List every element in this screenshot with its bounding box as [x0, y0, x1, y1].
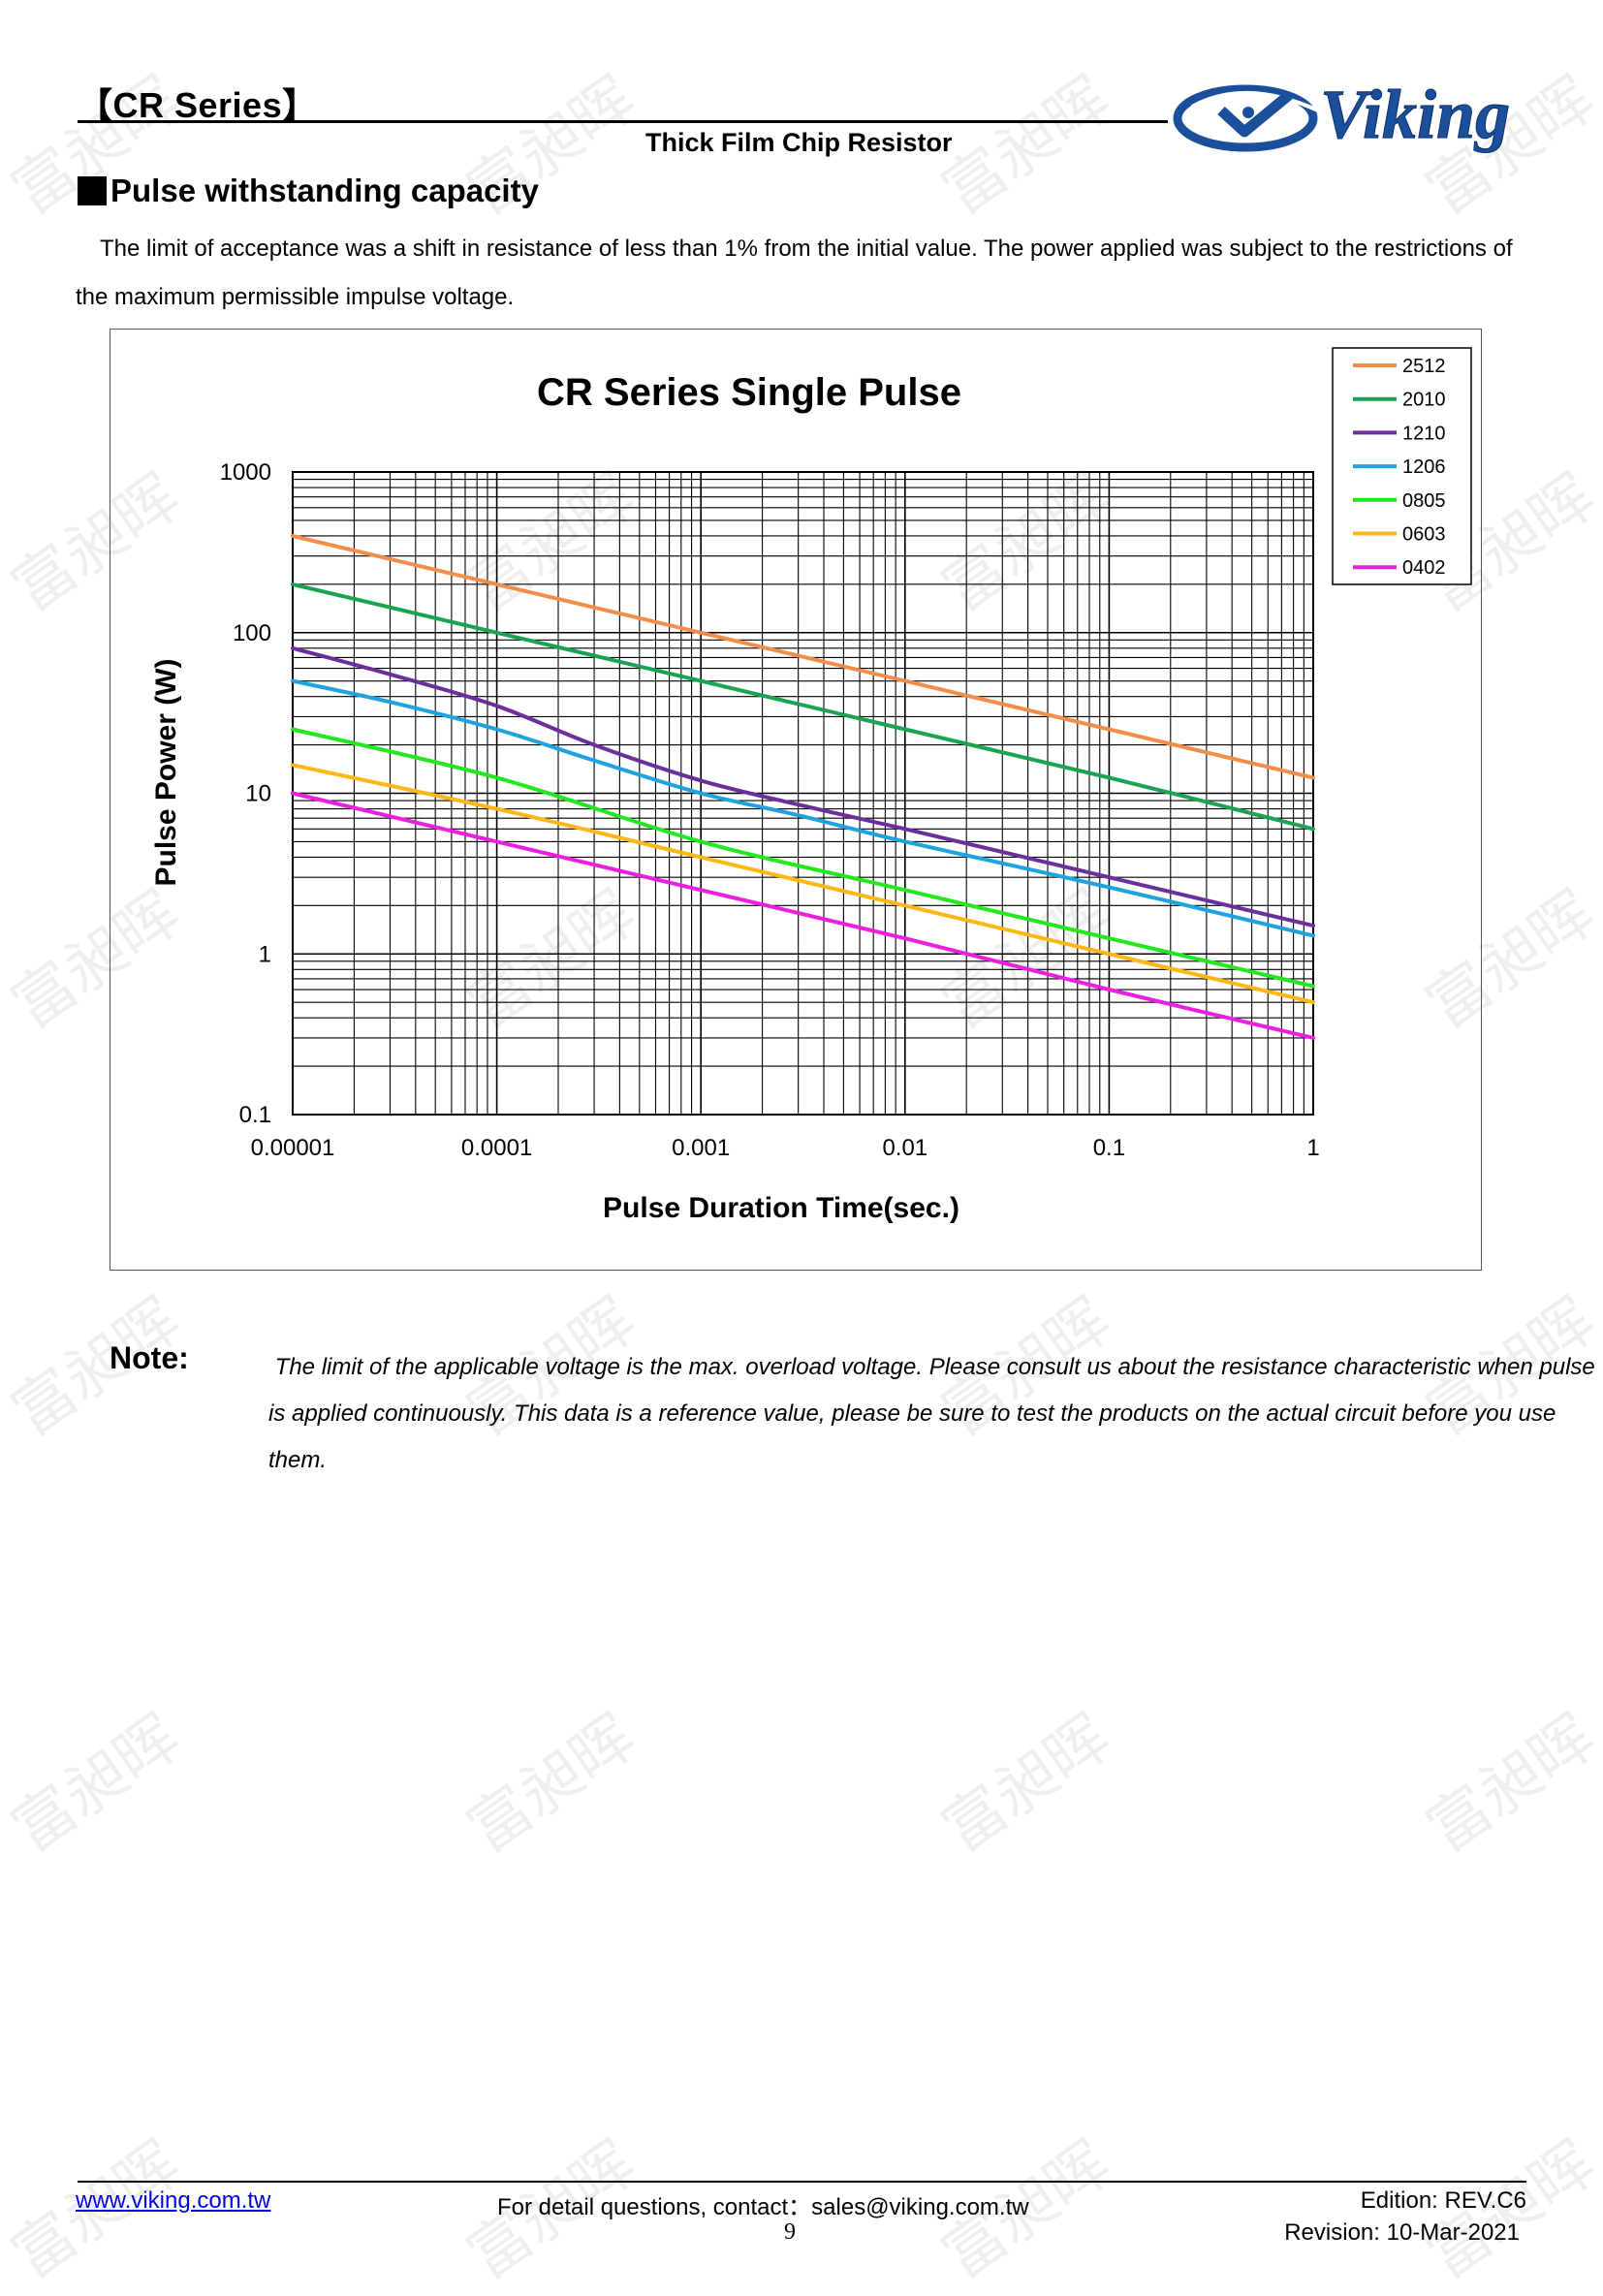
chart-legend: 2512 2010 1210 1206 0805 0603 0402 [1332, 347, 1472, 585]
section-bullet-icon [78, 176, 107, 205]
series-line-2010 [291, 582, 1315, 832]
x-tick-label: 0.00001 [251, 1135, 335, 1161]
y-tick-label: 0.1 [239, 1102, 271, 1128]
x-tick-label: 1 [1306, 1135, 1319, 1161]
pulse-chart: CR Series Single Pulse Pulse Duration Ti… [150, 347, 1472, 1224]
edition-label: Edition: REV.C6 [1360, 2187, 1526, 2214]
viking-logo: Viking [1173, 76, 1511, 154]
logo-wordmark: Viking [1320, 76, 1510, 153]
y-tick-label: 1000 [220, 459, 271, 486]
y-axis-label: Pulse Power (W) [150, 658, 182, 886]
chart-frame [110, 329, 1482, 1271]
chart-title: CR Series Single Pulse [537, 371, 961, 414]
x-tick-label: 0.001 [672, 1135, 730, 1161]
chart-grid [292, 472, 1313, 1116]
note-text: The limit of the applicable voltage is t… [189, 1344, 1603, 1484]
legend-label-2010: 2010 [1402, 390, 1446, 411]
chart-series [291, 534, 1315, 1040]
y-tick-label: 100 [233, 620, 271, 646]
header-divider [78, 120, 1168, 123]
series-line-1206 [291, 678, 1315, 938]
series-title: 【CR Series】 [78, 85, 318, 125]
website-link[interactable]: www.viking.com.tw [76, 2187, 271, 2214]
watermark-text: 富昶晖 [1414, 1701, 1603, 1868]
x-axis-ticks: 0.00001 0.0001 0.001 0.01 0.1 1 [251, 1135, 1320, 1161]
footer-divider [78, 2181, 1526, 2183]
section-title: Pulse withstanding capacity [78, 173, 539, 209]
x-axis-label: Pulse Duration Time(sec.) [603, 1192, 959, 1224]
series-line-0402 [291, 791, 1315, 1040]
revision-label: Revision: 10-Mar-2021 [1284, 2219, 1520, 2246]
header-subtitle: Thick Film Chip Resistor [645, 128, 953, 157]
section-title-text: Pulse withstanding capacity [110, 173, 539, 208]
series-line-1210 [291, 645, 1315, 928]
x-tick-label: 0.0001 [461, 1135, 532, 1161]
intro-paragraph: The limit of acceptance was a shift in r… [76, 236, 1513, 310]
y-tick-label: 10 [245, 781, 271, 807]
legend-label-0805: 0805 [1402, 490, 1446, 512]
legend-label-1206: 1206 [1402, 456, 1446, 478]
eye-icon [1173, 84, 1319, 152]
y-tick-label: 1 [259, 941, 271, 967]
note-body: The limit of the applicable voltage is t… [268, 1354, 1595, 1473]
legend-label-2512: 2512 [1402, 356, 1446, 377]
series-line-0603 [291, 763, 1315, 1005]
contact-info: For detail questions, contact：sales@viki… [497, 2194, 1029, 2220]
y-axis-ticks: 0.1 1 10 100 1000 [220, 459, 271, 1128]
legend-label-0603: 0603 [1402, 524, 1446, 546]
legend-label-1210: 1210 [1402, 423, 1446, 444]
watermark-text: 富昶晖 [455, 1701, 649, 1868]
series-line-0805 [291, 727, 1315, 989]
note-label: Note: [110, 1340, 189, 1375]
page-number: 9 [784, 2219, 796, 2245]
x-tick-label: 0.01 [882, 1135, 927, 1161]
watermark-text: 富昶晖 [929, 1701, 1124, 1868]
x-tick-label: 0.1 [1093, 1135, 1125, 1161]
legend-label-0402: 0402 [1402, 557, 1446, 579]
series-line-2512 [291, 534, 1315, 780]
watermark-text: 富昶晖 [0, 1701, 194, 1868]
